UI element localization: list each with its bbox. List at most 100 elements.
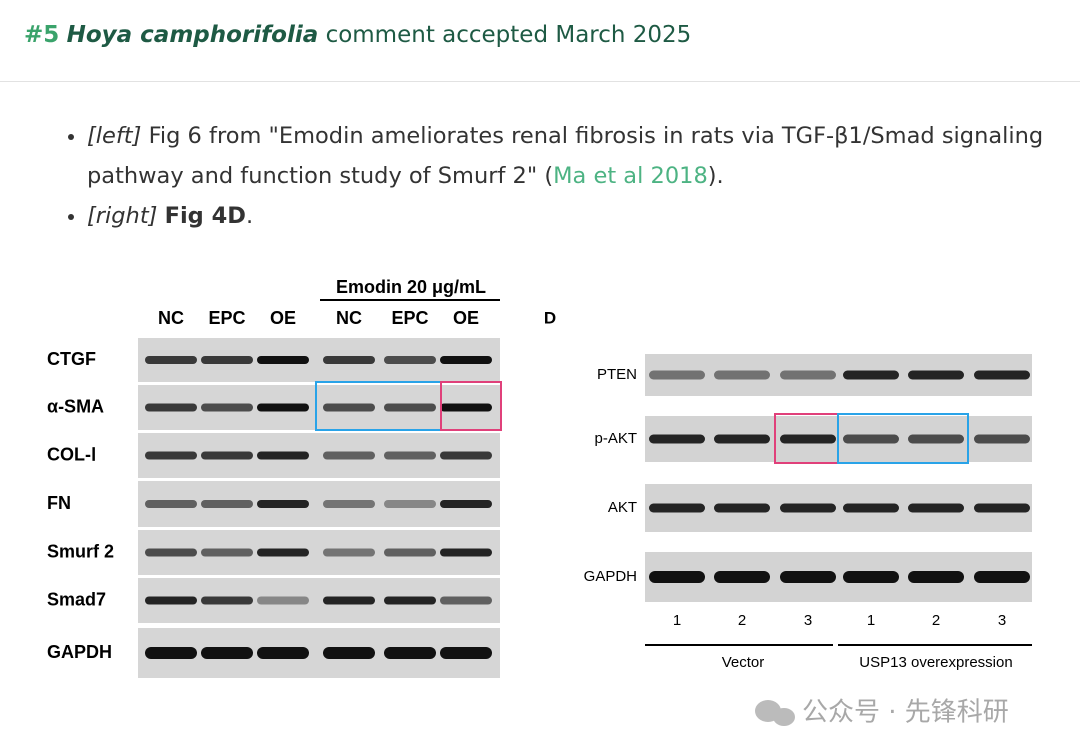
band bbox=[908, 571, 964, 583]
band bbox=[145, 500, 197, 508]
band bbox=[145, 403, 197, 412]
divider bbox=[0, 81, 1080, 82]
row-label: Smurf 2 bbox=[47, 541, 114, 561]
band bbox=[908, 503, 964, 513]
tag: [left] bbox=[87, 123, 142, 149]
band bbox=[323, 548, 375, 557]
band bbox=[384, 647, 436, 659]
band bbox=[649, 434, 705, 444]
band bbox=[201, 500, 253, 508]
blot-panel bbox=[645, 354, 1032, 396]
band bbox=[257, 403, 309, 412]
lane-label: NC bbox=[158, 308, 184, 328]
band bbox=[440, 548, 492, 557]
text: . bbox=[245, 203, 254, 229]
band bbox=[440, 647, 492, 659]
band bbox=[145, 596, 197, 605]
band bbox=[714, 370, 770, 380]
lane-label: EPC bbox=[208, 308, 245, 328]
lane-label: OE bbox=[453, 308, 479, 328]
band bbox=[323, 596, 375, 605]
band bbox=[323, 356, 375, 364]
band bbox=[843, 503, 899, 513]
band bbox=[843, 370, 899, 380]
row-label: COL-Ⅰ bbox=[47, 444, 96, 464]
row-label: GAPDH bbox=[584, 568, 637, 585]
band bbox=[257, 548, 309, 557]
highlight-box bbox=[440, 381, 502, 431]
blot-panel bbox=[138, 338, 500, 382]
band bbox=[440, 451, 492, 460]
band bbox=[384, 548, 436, 557]
band bbox=[974, 571, 1030, 583]
band bbox=[323, 500, 375, 508]
band bbox=[440, 356, 492, 364]
watermark: 公众号 · 先锋科研 bbox=[802, 698, 1009, 728]
reference-link[interactable]: Ma et al 2018 bbox=[553, 163, 708, 189]
band bbox=[908, 434, 964, 444]
band bbox=[780, 434, 836, 444]
lane-label: EPC bbox=[391, 308, 428, 328]
band bbox=[201, 356, 253, 364]
band bbox=[649, 571, 705, 583]
lane-label: 1 bbox=[673, 612, 681, 629]
band bbox=[323, 451, 375, 460]
header-text: comment accepted March 2025 bbox=[325, 22, 692, 48]
lane-label: 1 bbox=[867, 612, 875, 629]
lane-label: OE bbox=[270, 308, 296, 328]
band bbox=[714, 571, 770, 583]
band bbox=[780, 370, 836, 380]
lane-label: 2 bbox=[738, 612, 746, 629]
text: ). bbox=[707, 163, 724, 189]
watermark-icon bbox=[755, 700, 795, 726]
band bbox=[714, 434, 770, 444]
group-label: Emodin 20 μg/mL bbox=[336, 277, 486, 297]
lane-label: NC bbox=[336, 308, 362, 328]
blot-panel bbox=[138, 433, 500, 478]
blot-panel bbox=[138, 385, 500, 430]
band bbox=[384, 596, 436, 605]
band bbox=[145, 451, 197, 460]
band bbox=[323, 403, 375, 412]
band bbox=[201, 548, 253, 557]
band bbox=[384, 356, 436, 364]
band bbox=[257, 596, 309, 605]
row-label: p-AKT bbox=[594, 430, 637, 447]
row-label: GAPDH bbox=[47, 642, 112, 662]
band bbox=[201, 647, 253, 659]
band bbox=[201, 451, 253, 460]
blot-panel bbox=[645, 552, 1032, 602]
blot-panel bbox=[138, 530, 500, 575]
tag: [right] bbox=[87, 203, 158, 229]
band bbox=[257, 451, 309, 460]
row-label: FN bbox=[47, 493, 71, 513]
text: Fig 6 from "Emodin ameliorates renal fib… bbox=[87, 123, 1044, 189]
row-label: PTEN bbox=[597, 366, 637, 383]
figure-ref: Fig 4D bbox=[164, 203, 246, 229]
band bbox=[323, 647, 375, 659]
band bbox=[145, 548, 197, 557]
band bbox=[440, 403, 492, 412]
band bbox=[384, 403, 436, 412]
row-label: α-SMA bbox=[47, 396, 104, 416]
row-label: AKT bbox=[608, 499, 637, 516]
band bbox=[780, 503, 836, 513]
band bbox=[974, 370, 1030, 380]
lane-label: 2 bbox=[932, 612, 940, 629]
bullet-list: [left] Fig 6 from "Emodin ameliorates re… bbox=[60, 116, 1047, 236]
row-label: Smad7 bbox=[47, 589, 106, 609]
band bbox=[843, 571, 899, 583]
band bbox=[440, 596, 492, 605]
band bbox=[649, 503, 705, 513]
band bbox=[201, 403, 253, 412]
band bbox=[649, 370, 705, 380]
band bbox=[257, 647, 309, 659]
blot-panel bbox=[138, 578, 500, 623]
band bbox=[384, 451, 436, 460]
row-label: CTGF bbox=[47, 349, 96, 369]
band bbox=[908, 370, 964, 380]
band bbox=[780, 571, 836, 583]
band bbox=[384, 500, 436, 508]
